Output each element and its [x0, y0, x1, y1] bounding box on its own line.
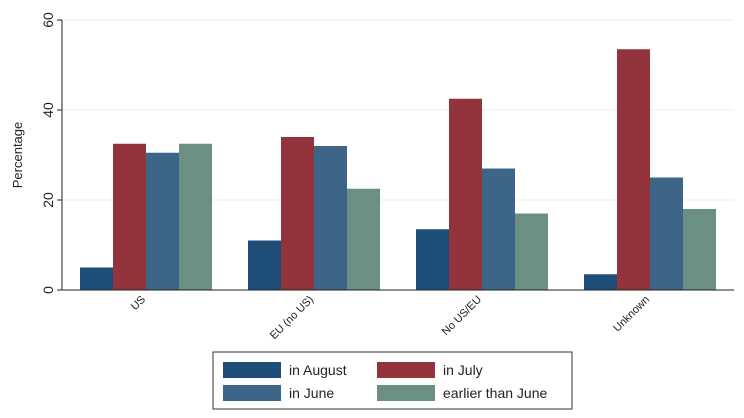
legend-label: in June: [289, 385, 334, 401]
y-tick-label: 60: [40, 12, 56, 28]
y-ticks: 0 20 40 60: [40, 12, 62, 294]
bar-earlier-than-june: [683, 209, 716, 290]
y-tick-label: 0: [40, 286, 56, 294]
bar-earlier-than-june: [347, 188, 380, 290]
x-tick-label: No US/EU: [440, 294, 484, 338]
bar-in-june: [314, 146, 347, 290]
legend-label: earlier than June: [443, 385, 548, 401]
y-tick-label: 20: [40, 192, 56, 208]
legend-swatch: [377, 385, 435, 401]
bars: [80, 49, 716, 290]
y-tick-label: 40: [40, 102, 56, 118]
bar-earlier-than-june: [179, 143, 212, 290]
bar-in-june: [146, 152, 179, 290]
bar-in-july: [617, 49, 650, 290]
bar-in-july: [281, 137, 314, 290]
y-axis-label: Percentage: [10, 122, 25, 189]
bar-in-july: [113, 143, 146, 290]
x-ticks: US EU (no US) No US/EU Unknown: [129, 294, 652, 342]
x-tick-label: EU (no US): [268, 294, 316, 342]
bar-in-august: [80, 267, 113, 290]
x-tick-label: Unknown: [611, 294, 652, 335]
bar-in-june: [482, 168, 515, 290]
bar-in-july: [449, 98, 482, 290]
bar-in-june: [650, 177, 683, 290]
legend-swatch: [223, 362, 281, 378]
legend-label: in July: [443, 362, 483, 378]
legend-swatch: [223, 385, 281, 401]
legend-label: in August: [289, 362, 347, 378]
legend-swatch: [377, 362, 435, 378]
bar-in-august: [248, 240, 281, 290]
bar-earlier-than-june: [515, 213, 548, 290]
x-tick-label: US: [129, 294, 148, 313]
bar-in-august: [584, 274, 617, 290]
bar-in-august: [416, 229, 449, 290]
legend: in August in July in June earlier than June: [212, 351, 573, 410]
